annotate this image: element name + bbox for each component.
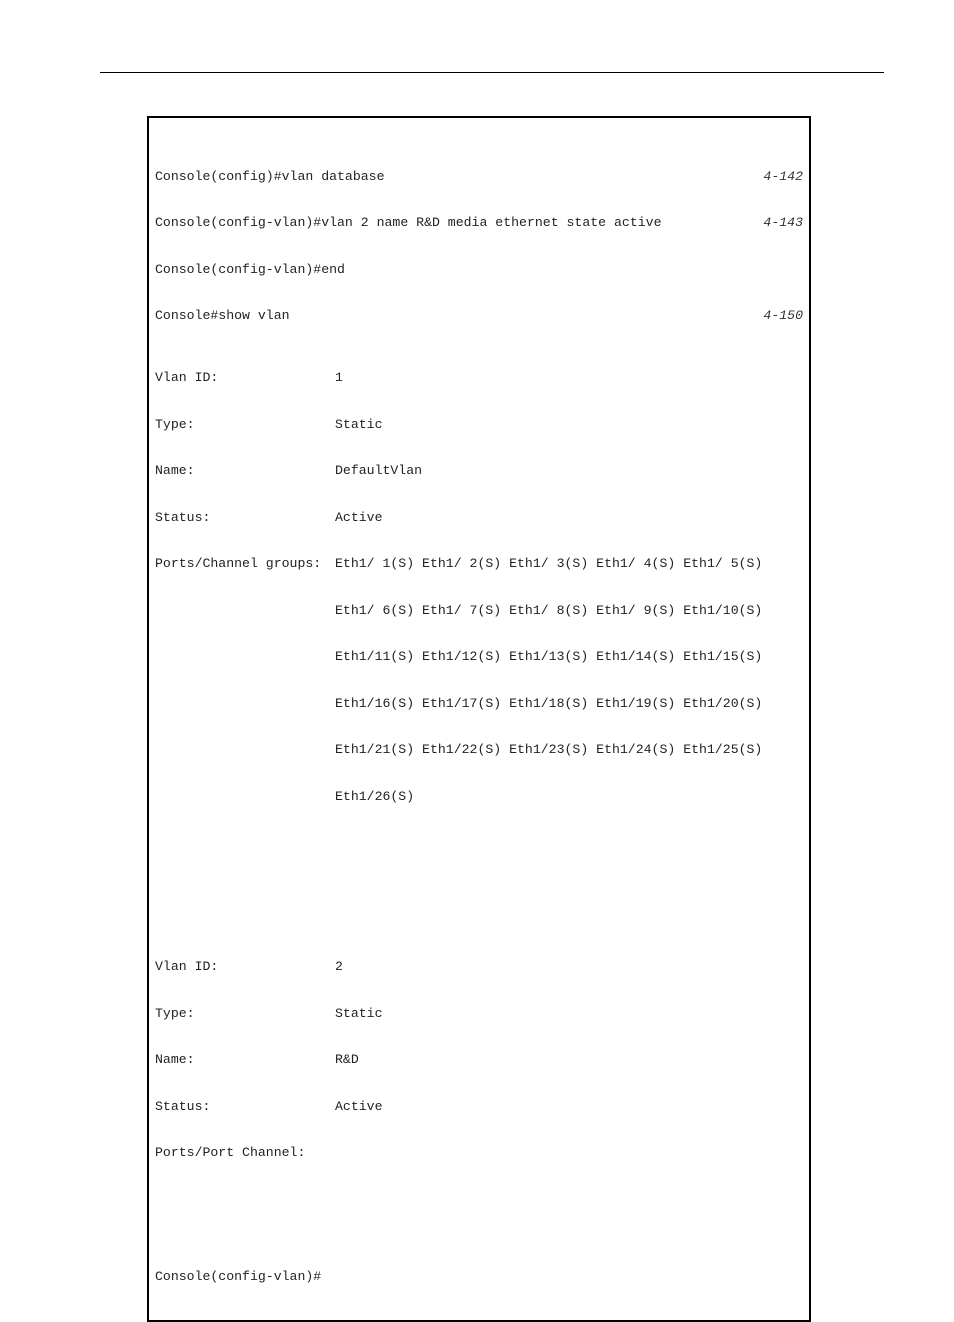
vlan1-name-row: Name: DefaultVlan: [155, 463, 803, 479]
blank-line: [155, 1207, 803, 1223]
vlan1-ports-row3: Eth1/11(S) Eth1/12(S) Eth1/13(S) Eth1/14…: [155, 649, 803, 665]
value: DefaultVlan: [335, 463, 803, 479]
value: [335, 1145, 803, 1161]
cmd-text: Console(config-vlan)#vlan 2 name R&D med…: [155, 215, 755, 231]
vlan1-ports-row2: Eth1/ 6(S) Eth1/ 7(S) Eth1/ 8(S) Eth1/ 9…: [155, 603, 803, 619]
cmd-row: Console(config)#vlan database 4-142: [155, 169, 803, 185]
vlan1-ports-row6: Eth1/26(S): [155, 789, 803, 805]
value: Static: [335, 417, 803, 433]
label: Ports/Channel groups:: [155, 556, 335, 572]
vlan1-ports-row1: Ports/Channel groups: Eth1/ 1(S) Eth1/ 2…: [155, 556, 803, 572]
label: Status:: [155, 510, 335, 526]
vlan2-name-row: Name: R&D: [155, 1052, 803, 1068]
value: Active: [335, 510, 803, 526]
label: Name:: [155, 463, 335, 479]
page-ref: 4-142: [755, 169, 803, 185]
vlan1-ports-row4: Eth1/16(S) Eth1/17(S) Eth1/18(S) Eth1/19…: [155, 696, 803, 712]
value: Eth1/ 1(S) Eth1/ 2(S) Eth1/ 3(S) Eth1/ 4…: [335, 556, 803, 572]
value: Static: [335, 1006, 803, 1022]
blank-line: [155, 851, 803, 867]
vlan2-ports-row: Ports/Port Channel:: [155, 1145, 803, 1161]
vlan2-id-row: Vlan ID: 2: [155, 959, 803, 975]
page: Console(config)#vlan database 4-142 Cons…: [0, 0, 954, 1235]
vlan1-id-row: Vlan ID: 1: [155, 370, 803, 386]
page-ref: 4-150: [755, 308, 803, 324]
cmd-row: Console#show vlan 4-150: [155, 308, 803, 324]
page-ref: 4-143: [755, 215, 803, 231]
terminal-output: Console(config)#vlan database 4-142 Cons…: [147, 116, 811, 1322]
vlan1-status-row: Status: Active: [155, 510, 803, 526]
label: Name:: [155, 1052, 335, 1068]
label: Vlan ID:: [155, 370, 335, 386]
vlan2-type-row: Type: Static: [155, 1006, 803, 1022]
value: 1: [335, 370, 803, 386]
value: R&D: [335, 1052, 803, 1068]
label: Ports/Port Channel:: [155, 1145, 335, 1161]
label: Status:: [155, 1099, 335, 1115]
vlan1-ports-row5: Eth1/21(S) Eth1/22(S) Eth1/23(S) Eth1/24…: [155, 742, 803, 758]
value: 2: [335, 959, 803, 975]
blank-line: [155, 897, 803, 913]
cmd-text: Console#show vlan: [155, 308, 755, 324]
label: Type:: [155, 417, 335, 433]
value: Active: [335, 1099, 803, 1115]
cmd-row: Console(config-vlan)#end: [155, 262, 803, 278]
label: Vlan ID:: [155, 959, 335, 975]
vlan2-status-row: Status: Active: [155, 1099, 803, 1115]
header-rule: [100, 72, 884, 73]
label: Type:: [155, 1006, 335, 1022]
prompt-line: Console(config-vlan)#: [155, 1269, 803, 1285]
cmd-text: Console(config)#vlan database: [155, 169, 755, 185]
cmd-row: Console(config-vlan)#vlan 2 name R&D med…: [155, 215, 803, 231]
vlan1-type-row: Type: Static: [155, 417, 803, 433]
